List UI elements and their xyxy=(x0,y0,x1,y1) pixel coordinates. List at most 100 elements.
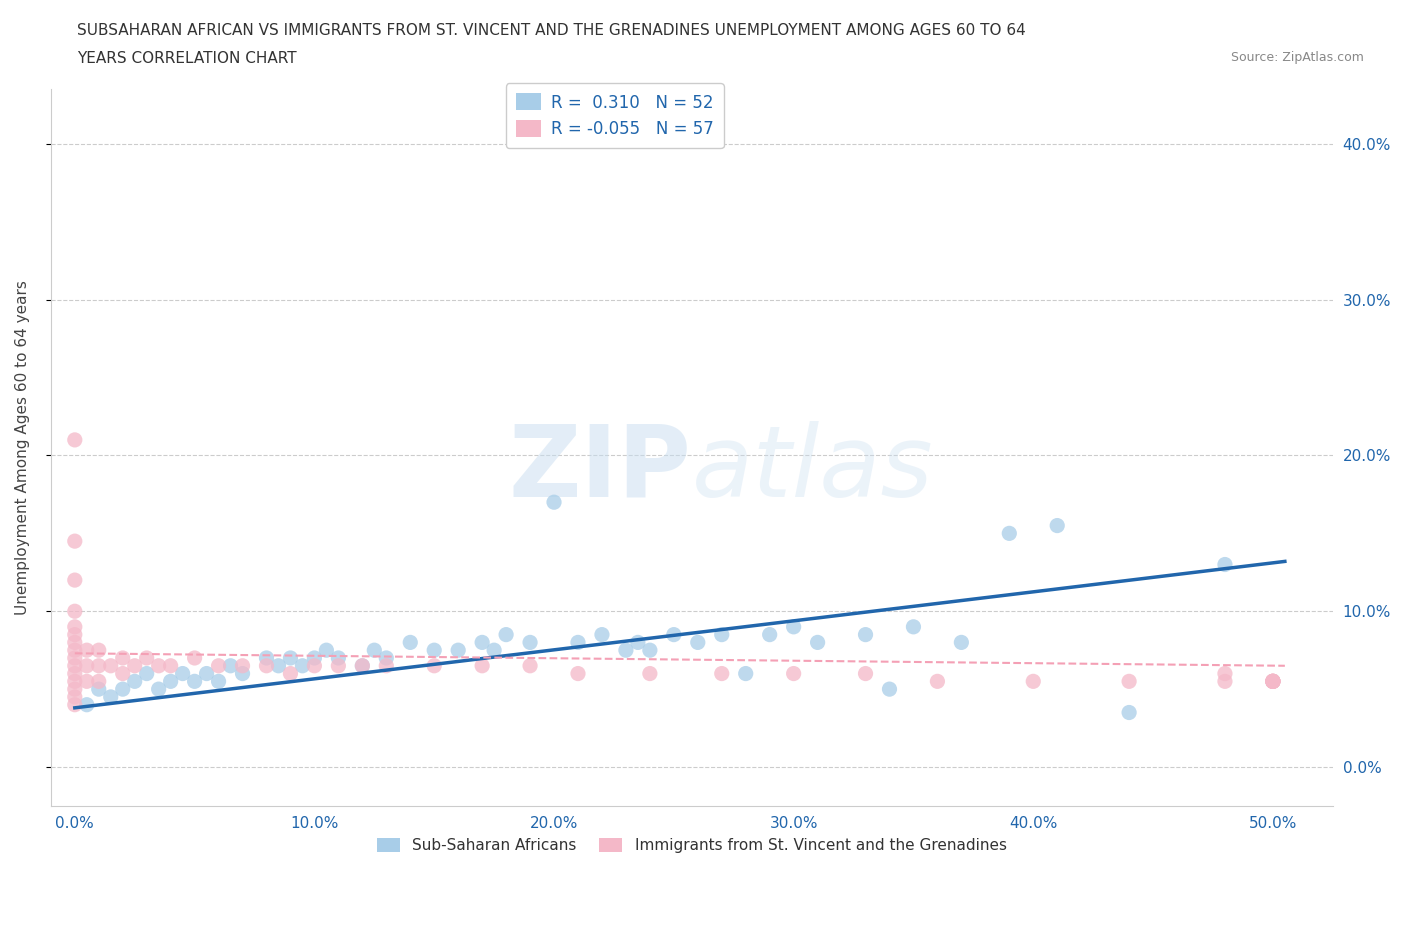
Point xyxy=(375,651,398,666)
Point xyxy=(280,651,302,666)
Point xyxy=(328,658,350,673)
Point xyxy=(148,682,170,697)
Point xyxy=(291,658,314,673)
Point xyxy=(63,651,86,666)
Point xyxy=(482,643,505,658)
Point xyxy=(76,658,98,673)
Point xyxy=(87,643,110,658)
Point xyxy=(879,682,901,697)
Point xyxy=(207,658,229,673)
Point xyxy=(172,666,194,681)
Point xyxy=(614,643,637,658)
Point xyxy=(519,658,541,673)
Point xyxy=(87,674,110,689)
Point xyxy=(758,627,780,642)
Point xyxy=(950,635,973,650)
Point xyxy=(471,635,494,650)
Point xyxy=(375,658,398,673)
Point xyxy=(519,635,541,650)
Point xyxy=(87,682,110,697)
Point xyxy=(231,666,253,681)
Point xyxy=(1261,674,1284,689)
Point xyxy=(304,651,326,666)
Point xyxy=(207,674,229,689)
Point xyxy=(567,666,589,681)
Point xyxy=(627,635,650,650)
Point xyxy=(1046,518,1069,533)
Point xyxy=(1213,557,1236,572)
Point xyxy=(159,658,181,673)
Point xyxy=(1118,674,1140,689)
Point xyxy=(998,526,1021,541)
Point xyxy=(87,658,110,673)
Point xyxy=(328,651,350,666)
Point xyxy=(1261,674,1284,689)
Point xyxy=(471,658,494,673)
Point xyxy=(267,658,290,673)
Point xyxy=(1261,674,1284,689)
Point xyxy=(734,666,756,681)
Point xyxy=(63,627,86,642)
Point xyxy=(638,666,661,681)
Point xyxy=(111,666,134,681)
Point xyxy=(219,658,242,673)
Point xyxy=(183,674,205,689)
Point xyxy=(63,643,86,658)
Point xyxy=(363,643,385,658)
Point xyxy=(63,689,86,704)
Point xyxy=(256,651,278,666)
Point xyxy=(135,666,157,681)
Point xyxy=(148,658,170,673)
Point xyxy=(124,658,146,673)
Point xyxy=(855,627,877,642)
Point xyxy=(231,658,253,673)
Text: YEARS CORRELATION CHART: YEARS CORRELATION CHART xyxy=(77,51,297,66)
Point xyxy=(256,658,278,673)
Y-axis label: Unemployment Among Ages 60 to 64 years: Unemployment Among Ages 60 to 64 years xyxy=(15,280,30,615)
Point xyxy=(782,619,804,634)
Point xyxy=(1213,674,1236,689)
Point xyxy=(76,674,98,689)
Point xyxy=(63,682,86,697)
Point xyxy=(543,495,565,510)
Point xyxy=(76,698,98,712)
Point xyxy=(567,635,589,650)
Point xyxy=(591,627,613,642)
Point xyxy=(710,666,733,681)
Text: Source: ZipAtlas.com: Source: ZipAtlas.com xyxy=(1230,51,1364,64)
Point xyxy=(63,534,86,549)
Point xyxy=(159,674,181,689)
Point xyxy=(423,643,446,658)
Point xyxy=(76,643,98,658)
Point xyxy=(111,682,134,697)
Point xyxy=(423,658,446,673)
Point xyxy=(1022,674,1045,689)
Point xyxy=(315,643,337,658)
Point xyxy=(63,674,86,689)
Legend: Sub-Saharan Africans, Immigrants from St. Vincent and the Grenadines: Sub-Saharan Africans, Immigrants from St… xyxy=(371,832,1012,859)
Point xyxy=(63,573,86,588)
Point xyxy=(1261,674,1284,689)
Point xyxy=(495,627,517,642)
Point xyxy=(1118,705,1140,720)
Point xyxy=(63,666,86,681)
Point xyxy=(135,651,157,666)
Point xyxy=(927,674,949,689)
Point xyxy=(63,604,86,618)
Point xyxy=(304,658,326,673)
Point xyxy=(100,658,122,673)
Point xyxy=(638,643,661,658)
Point xyxy=(399,635,422,650)
Text: atlas: atlas xyxy=(692,420,934,518)
Point xyxy=(807,635,830,650)
Point xyxy=(662,627,685,642)
Point xyxy=(1261,674,1284,689)
Point xyxy=(352,658,374,673)
Point xyxy=(195,666,218,681)
Point xyxy=(63,658,86,673)
Point xyxy=(124,674,146,689)
Point xyxy=(903,619,925,634)
Point xyxy=(63,619,86,634)
Point xyxy=(183,651,205,666)
Point xyxy=(63,635,86,650)
